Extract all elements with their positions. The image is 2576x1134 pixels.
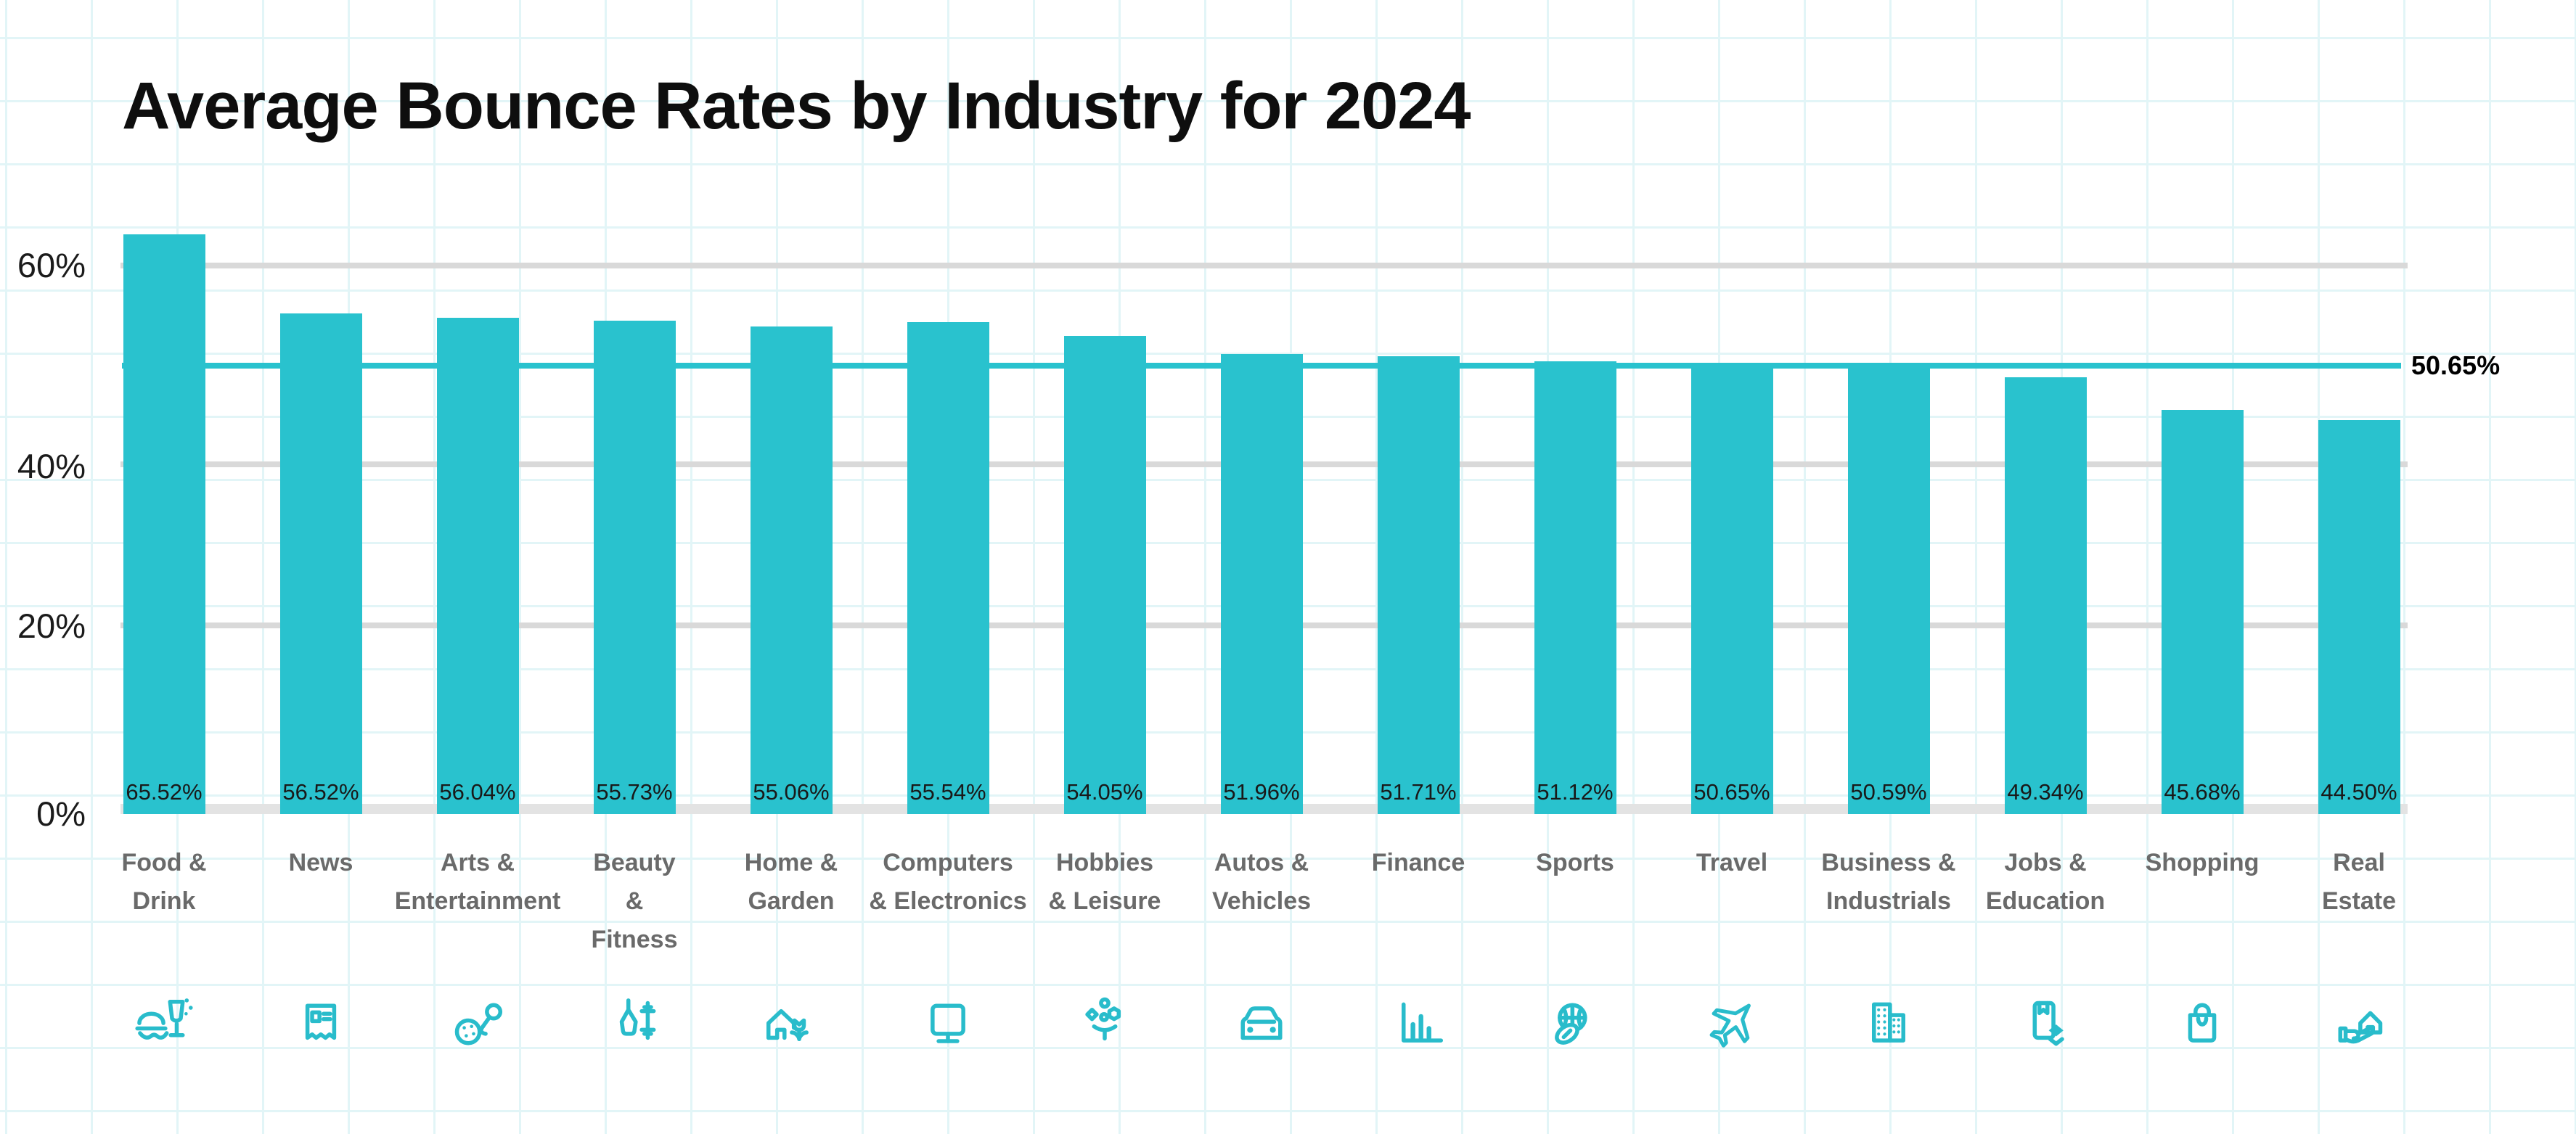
bar-news (279, 313, 362, 814)
category-label-food-drink: Food & Drink (121, 849, 207, 915)
bar-value-label-shopping: 45.68% (2164, 779, 2241, 805)
bar-value-label-sports: 51.12% (1537, 779, 1614, 805)
category-label-arts-entertainment: Arts & Entertainment (394, 849, 561, 915)
house-and-flower-icon (758, 991, 825, 1058)
category-label-beauty-fitness: Beauty & Fitness (591, 849, 678, 953)
perfume-and-dumbbell-icon (601, 991, 668, 1058)
bar-value-label-beauty-fitness: 55.73% (596, 779, 673, 805)
bar-value-label-home-garden: 55.06% (753, 779, 830, 805)
bar-arts-entertainment (436, 318, 519, 814)
book-and-graduation-icon (2012, 991, 2079, 1058)
shopping-bag-icon (2169, 991, 2236, 1058)
bar-graph-icon (1385, 991, 1452, 1058)
y-tick-0: 0% (36, 794, 86, 833)
newspaper-icon (287, 991, 354, 1058)
bar-real-estate (2318, 420, 2400, 814)
bar-autos-vehicles (1220, 354, 1303, 814)
category-label-sports: Sports (1536, 849, 1614, 876)
bar-value-label-computers-electronics: 55.54% (909, 779, 986, 805)
category-label-news: News (288, 849, 353, 876)
average-reference-line (122, 363, 2401, 369)
category-label-hobbies-leisure: Hobbies & Leisure (1048, 849, 1161, 915)
bar-value-label-arts-entertainment: 56.04% (439, 779, 516, 805)
category-label-home-garden: Home & Garden (744, 849, 838, 915)
bar-food-drink (123, 234, 205, 814)
hand-holding-house-icon (2326, 991, 2392, 1058)
bar-value-label-travel: 50.65% (1693, 779, 1770, 805)
basketball-and-rugby-icon (1542, 991, 1608, 1058)
bar-computers-electronics (907, 322, 989, 814)
y-tick-60: 60% (17, 246, 86, 284)
juggling-shapes-icon (1071, 991, 1138, 1058)
office-buildings-icon (1855, 991, 1922, 1058)
bar-sports (1534, 361, 1616, 814)
bar-value-label-business-industrials: 50.59% (1850, 779, 1927, 805)
category-label-finance: Finance (1371, 849, 1465, 876)
monitor-icon (915, 991, 981, 1058)
bar-value-label-news: 56.52% (282, 779, 359, 805)
bar-shopping (2161, 410, 2244, 814)
palette-and-microphone-icon (444, 991, 511, 1058)
bar-travel (1690, 366, 1773, 814)
bar-business-industrials (1847, 366, 1930, 814)
category-label-computers-electronics: Computers & Electronics (869, 849, 1027, 915)
category-label-travel: Travel (1696, 849, 1768, 876)
average-line-label: 50.65% (2411, 350, 2501, 380)
bar-value-label-hobbies-leisure: 54.05% (1066, 779, 1143, 805)
bar-hobbies-leisure (1063, 336, 1146, 814)
bar-value-label-finance: 51.71% (1380, 779, 1457, 805)
burger-and-champagne-icon (131, 991, 197, 1058)
bar-jobs-education (2004, 377, 2087, 814)
bar-value-label-autos-vehicles: 51.96% (1223, 779, 1300, 805)
bar-home-garden (750, 326, 833, 814)
category-label-jobs-education: Jobs & Education (1985, 849, 2106, 915)
page-title: Average Bounce Rates by Industry for 202… (122, 69, 1471, 143)
y-tick-40: 40% (17, 447, 86, 485)
airplane-icon (1698, 991, 1765, 1058)
y-tick-20: 20% (17, 607, 86, 645)
bar-finance (1377, 356, 1460, 814)
category-label-shopping: Shopping (2145, 849, 2260, 876)
category-label-business-industrials: Business & Industrials (1821, 849, 1956, 915)
car-front-icon (1228, 991, 1295, 1058)
bar-beauty-fitness (593, 321, 676, 814)
bar-value-label-jobs-education: 49.34% (2007, 779, 2084, 805)
gridline-60 (120, 263, 2408, 268)
bar-value-label-real-estate: 44.50% (2321, 779, 2397, 805)
bar-value-label-food-drink: 65.52% (126, 779, 203, 805)
category-label-real-estate: Real Estate (2321, 849, 2397, 915)
category-label-autos-vehicles: Autos & Vehicles (1211, 849, 1312, 915)
